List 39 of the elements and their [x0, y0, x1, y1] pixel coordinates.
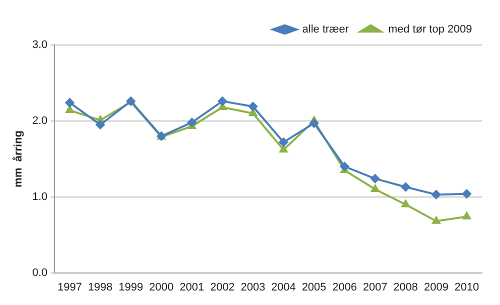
x-tick-label: 2009	[424, 281, 448, 294]
point	[310, 118, 319, 128]
x-tick-label: 1997	[58, 281, 82, 294]
point	[370, 174, 380, 184]
legend-label: alle træer	[302, 24, 350, 36]
x-tick-label: 2000	[149, 281, 174, 294]
x-tick-label: 2008	[393, 281, 418, 294]
point	[402, 200, 410, 208]
x-tick-label: 2005	[302, 281, 326, 294]
x-tick-label: 2001	[180, 281, 204, 294]
point	[371, 184, 380, 192]
point	[65, 98, 74, 108]
x-tick-label: 2004	[271, 281, 296, 294]
point	[462, 189, 472, 198]
point	[432, 216, 440, 224]
point	[66, 106, 74, 114]
point	[96, 120, 105, 130]
point	[279, 145, 288, 153]
point	[218, 96, 227, 106]
legend-label: med tør top 2009	[388, 24, 472, 36]
point	[432, 190, 441, 200]
point	[187, 118, 196, 127]
x-tick-label: 2006	[332, 281, 357, 294]
point	[462, 212, 471, 220]
y-tick-label: 0.0	[32, 266, 48, 279]
point	[340, 162, 350, 171]
x-tick-label: 1999	[118, 281, 144, 294]
y-tick-label: 2.0	[32, 114, 48, 127]
y-tick-label: 1.0	[32, 190, 48, 203]
y-axis-title: mm årring	[12, 130, 25, 188]
x-tick-label: 2010	[454, 281, 479, 294]
x-tick-label: 1998	[88, 281, 113, 294]
x-tick-label: 2003	[240, 281, 266, 294]
point	[279, 138, 288, 147]
x-tick-label: 2002	[210, 281, 235, 294]
x-tick-label: 2007	[362, 281, 388, 294]
point	[401, 182, 410, 192]
point	[248, 102, 258, 112]
y-tick-label: 3.0	[32, 39, 48, 52]
